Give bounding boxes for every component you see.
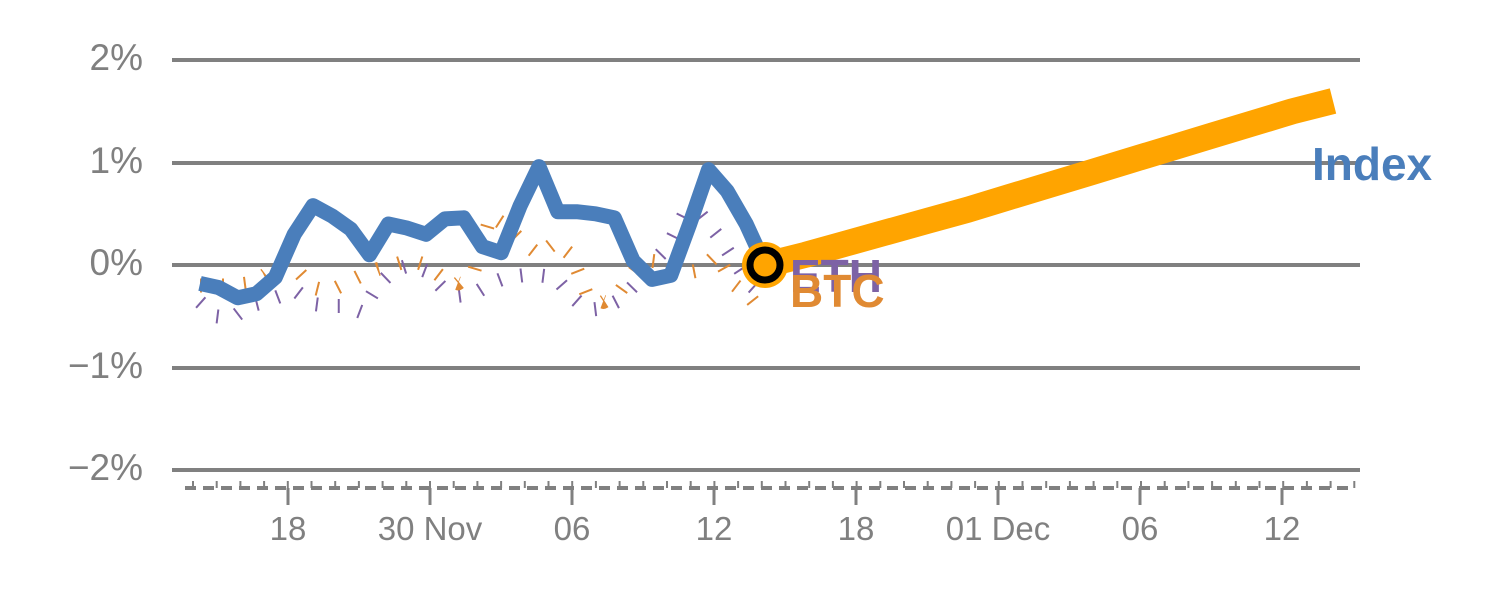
x-axis-labels: 18 30 Nov 06 12 18 01 Dec 06 12 [270, 510, 1301, 547]
x-tick-label: 06 [554, 510, 591, 547]
y-tick-label: −2% [68, 447, 143, 488]
series-label-eth: ETH [790, 250, 882, 302]
series-label-btc: BTC [790, 265, 885, 317]
marker-black-ring [746, 246, 784, 284]
x-tick-label: 18 [838, 510, 875, 547]
y-tick-label: 1% [90, 140, 143, 181]
x-tick-label: 12 [1264, 510, 1301, 547]
y-tick-label: −1% [68, 345, 143, 386]
y-axis-labels: 2% 1% 0% −1% −2% [68, 37, 143, 488]
x-axis-minor-ticks [192, 481, 1356, 488]
x-tick-label: 12 [696, 510, 733, 547]
series-line-forecast [761, 88, 1337, 278]
last-actual-marker [742, 242, 788, 288]
x-tick-label: 30 Nov [378, 510, 483, 547]
x-tick-label: 06 [1122, 510, 1159, 547]
x-axis [185, 481, 1356, 505]
marker-center-dot [754, 254, 776, 276]
y-tick-label: 2% [90, 37, 143, 78]
x-tick-label: 18 [270, 510, 307, 547]
x-axis-major-ticks [286, 488, 1284, 505]
series-label-index: Index [1312, 138, 1433, 190]
y-tick-label: 0% [90, 242, 143, 283]
series-line-index [198, 159, 772, 306]
x-tick-label: 01 Dec [946, 510, 1051, 547]
